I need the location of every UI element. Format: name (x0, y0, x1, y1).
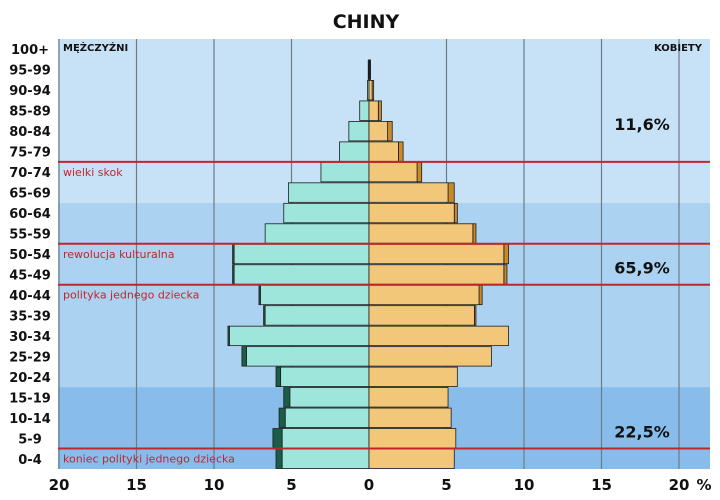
group-percentage: 65,9% (614, 258, 670, 277)
age-group-label: 90-94 (9, 84, 51, 99)
bar-excess-right (416, 161, 423, 183)
bar-right (368, 243, 505, 265)
age-group-label: 100+ (11, 43, 49, 58)
bar-left (320, 161, 370, 183)
age-group-label: 5-9 (18, 432, 42, 447)
age-group-label: 45-49 (9, 268, 51, 283)
bar-right (368, 141, 399, 162)
bar-right (368, 428, 457, 449)
chart-title: CHINY (333, 11, 400, 33)
x-tick-label: 10 (514, 476, 535, 494)
x-tick-label: 15 (126, 476, 147, 494)
age-group-label: 75-79 (9, 146, 51, 161)
bar-left (246, 346, 370, 367)
bar-left (289, 387, 370, 408)
bar-excess-right (503, 264, 508, 285)
bar-right (368, 80, 373, 101)
age-group-label: 40-44 (9, 289, 51, 304)
bar-left (260, 284, 370, 306)
labels: CHINY MĘŻCZYŹNI KOBIETY % 100+ 95-99 90-94… (9, 11, 711, 494)
bar-excess-left (283, 387, 291, 408)
bar-left (233, 243, 370, 265)
bar-excess-right (377, 100, 382, 121)
bar-right (368, 284, 480, 306)
age-group-label: 65-69 (9, 187, 51, 202)
bar-excess-left (272, 428, 283, 449)
bar-right (368, 223, 474, 244)
bar-left (284, 407, 370, 428)
bar-excess-right (398, 141, 404, 162)
bar-left (287, 182, 370, 203)
age-group-label: 85-89 (9, 105, 51, 120)
bar-right (368, 325, 509, 347)
bar-right (368, 305, 475, 326)
bar-right (368, 161, 418, 183)
bar-right (368, 448, 455, 469)
bar-left (283, 202, 370, 224)
age-group-label: 70-74 (9, 166, 51, 181)
age-group-label: 30-34 (9, 330, 51, 345)
bar-excess-right (472, 223, 477, 244)
age-group-label: 55-59 (9, 228, 51, 243)
bar-excess-right (453, 202, 458, 224)
x-tick-label: 10 (204, 476, 225, 494)
x-tick-label: 5 (286, 476, 296, 494)
age-group-label: 60-64 (9, 207, 51, 222)
x-tick-label: 20 (669, 476, 690, 494)
event-label: rewolucja kulturalna (63, 248, 175, 261)
age-group-label: 80-84 (9, 125, 51, 140)
bar-excess-left (275, 448, 283, 469)
bar-right (368, 182, 449, 203)
bar-left (281, 448, 370, 469)
left-side-label: MĘŻCZYŹNI (63, 40, 128, 54)
event-lines: wielki skok rewolucja kulturalna polityka … (58, 160, 710, 466)
age-group-label: 25-29 (9, 350, 51, 365)
bar-excess-right (447, 182, 455, 203)
event-label: polityka jednego dziecka (63, 289, 199, 302)
bar-right (368, 59, 371, 80)
bar-left (339, 141, 370, 162)
bar-right (368, 202, 455, 224)
x-tick-label: 15 (591, 476, 612, 494)
bar-left (264, 223, 370, 244)
x-unit-label: % (696, 476, 711, 494)
right-side-label: KOBIETY (654, 43, 703, 54)
bar-excess-right (503, 243, 509, 265)
bars (227, 59, 509, 469)
bar-right (368, 387, 449, 408)
bar-right (368, 407, 452, 428)
bar-left (359, 100, 370, 121)
bar-right (368, 100, 379, 121)
bar-right (368, 346, 492, 367)
bar-left (264, 305, 370, 326)
age-group-label: 35-39 (9, 309, 51, 324)
group-percentage: 22,5% (614, 422, 670, 441)
bar-right (368, 366, 458, 387)
age-group-label: 50-54 (9, 248, 51, 263)
age-group-label: 0-4 (18, 453, 42, 468)
bar-excess-right (478, 284, 483, 306)
event-label: wielki skok (63, 166, 123, 179)
event-label: koniec polityki jednego dziecka (63, 453, 235, 466)
bar-excess-left (241, 346, 247, 367)
bar-left (233, 264, 370, 285)
age-group-label: 15-19 (9, 391, 51, 406)
bar-right (368, 121, 389, 142)
bar-excess-left (278, 407, 286, 428)
bar-excess-right (387, 121, 393, 142)
x-tick-label: 5 (441, 476, 451, 494)
bar-left (229, 325, 370, 347)
age-group-label: 10-14 (9, 412, 51, 427)
age-group-label: 20-24 (9, 371, 51, 386)
x-tick-label: 0 (364, 476, 374, 494)
bar-left (280, 366, 370, 387)
age-group-label: 95-99 (9, 64, 51, 79)
x-tick-label: 20 (49, 476, 70, 494)
bar-left (281, 428, 370, 449)
group-percentage: 11,6% (614, 115, 670, 134)
bar-right (368, 264, 505, 285)
bar-excess-left (275, 366, 282, 387)
bar-left (348, 121, 370, 142)
